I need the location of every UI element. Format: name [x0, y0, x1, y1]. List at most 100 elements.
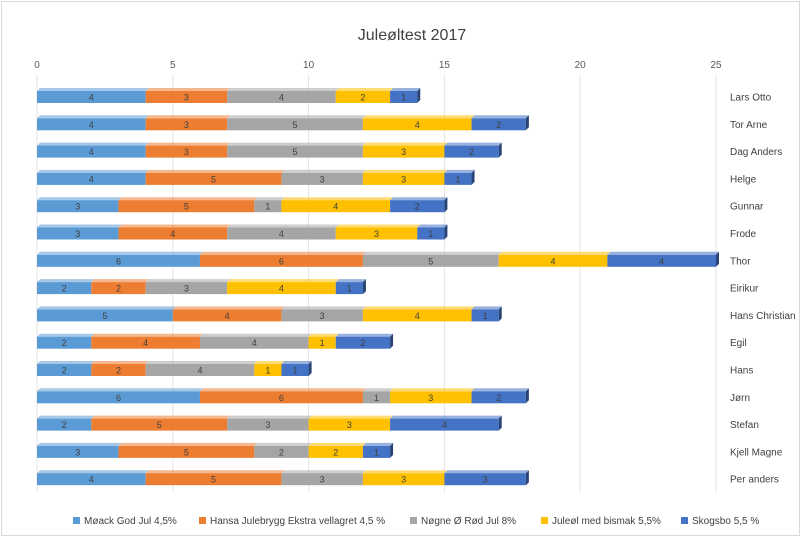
bar-value-label: 4	[659, 256, 664, 266]
x-axis-ticks: 0 5 10 15 20 25	[34, 60, 722, 71]
bar-side-face	[444, 224, 448, 240]
bar-top-face	[37, 279, 95, 283]
bar-segment	[145, 145, 228, 158]
bar-segment	[118, 200, 255, 213]
bar-top-face	[417, 224, 448, 228]
category-label: Thor	[730, 256, 751, 267]
bar-value-label: 5	[211, 475, 216, 485]
bar-top-face	[362, 115, 475, 119]
bar-top-face	[199, 333, 312, 337]
bar-value-label: 3	[75, 447, 80, 457]
bar-segment	[335, 91, 391, 103]
bar-segment	[145, 282, 228, 295]
bar-top-face	[308, 442, 366, 446]
bar-top-face	[390, 88, 421, 91]
bar-top-face	[172, 306, 285, 310]
bar-top-face	[199, 251, 366, 255]
bar-top-face	[335, 224, 421, 228]
bar-segment	[390, 418, 499, 431]
bar-value-label: 4	[89, 93, 94, 103]
bar-top-face	[37, 142, 149, 146]
bar-value-label: 1	[265, 202, 270, 212]
bar-segment	[308, 418, 391, 431]
bar-value-label: 4	[225, 311, 230, 321]
bar-top-face	[444, 142, 502, 146]
bar-top-face	[390, 388, 475, 392]
bar-top-face	[390, 197, 448, 201]
bar-value-label: 6	[279, 256, 284, 266]
bar-top-face	[145, 470, 285, 474]
legend-label: Hansa Julebrygg Ekstra vellagret 4,5 %	[210, 516, 385, 527]
bar-top-face	[498, 251, 611, 255]
bar-value-label: 3	[320, 311, 325, 321]
bar-segment	[91, 418, 228, 431]
bar-value-label: 3	[401, 147, 406, 157]
bar-value-label: 3	[184, 93, 189, 103]
bar-side-face	[525, 470, 529, 486]
bar-segment	[417, 227, 445, 240]
legend-swatch	[541, 517, 548, 524]
bar-top-face	[281, 361, 312, 364]
legend-label: Møack God Jul 4,5%	[84, 516, 177, 527]
category-label: Eirikur	[730, 284, 759, 295]
bar-segment	[227, 227, 336, 240]
bar-value-label: 5	[211, 174, 216, 184]
bar-segment	[281, 473, 363, 486]
bar-segment	[145, 172, 282, 185]
bar-top-face	[37, 306, 176, 310]
x-tick-label: 25	[710, 60, 722, 71]
bar-top-face	[471, 306, 502, 310]
bar-value-label: 2	[360, 338, 365, 348]
bar-value-label: 4	[415, 120, 420, 130]
bar-segment	[145, 473, 282, 486]
bar-value-label: 4	[197, 366, 202, 376]
bar-value-label: 4	[170, 229, 175, 239]
bar-side-face	[525, 115, 529, 131]
bar-top-face	[444, 169, 475, 173]
bar-top-face	[362, 251, 502, 255]
bar-value-label: 4	[279, 93, 284, 103]
bar-segment	[118, 227, 228, 240]
x-tick-label: 5	[170, 60, 176, 71]
category-label: Hans	[730, 366, 753, 377]
bar-value-label: 2	[360, 93, 365, 103]
bar-value-label: 4	[279, 229, 284, 239]
bar-top-face	[362, 169, 448, 173]
bar-segment	[471, 391, 526, 404]
bar-top-face	[362, 470, 448, 474]
bar-segment	[281, 364, 309, 376]
bar-top-face	[471, 388, 529, 392]
bar-top-face	[91, 415, 231, 419]
bar-value-label: 4	[89, 120, 94, 130]
x-tick-label: 0	[34, 60, 40, 71]
bar-segment	[254, 445, 309, 458]
legend-label: Juleøl med bismak 5,5%	[552, 516, 661, 527]
category-label: Hans Christian	[730, 311, 796, 322]
bar-value-label: 1	[455, 174, 460, 184]
bar-segment	[91, 282, 146, 295]
bar-segment	[37, 227, 119, 240]
category-label: Jørn	[730, 393, 750, 404]
bar-segment	[362, 391, 391, 404]
bar-top-face	[227, 415, 312, 419]
x-tick-label: 15	[439, 60, 451, 71]
category-label: Per anders	[730, 475, 779, 486]
bar-top-face	[145, 279, 231, 283]
bar-value-label: 1	[265, 366, 270, 376]
bar-value-label: 2	[333, 447, 338, 457]
bar-top-face	[335, 279, 366, 283]
bar-top-face	[227, 142, 366, 146]
bar-value-label: 1	[347, 284, 352, 294]
legend-label: Skogsbo 5,5 %	[692, 516, 759, 527]
legend-swatch	[410, 517, 417, 524]
bar-segment	[444, 473, 526, 486]
bar-value-label: 4	[89, 174, 94, 184]
bar-value-label: 6	[279, 393, 284, 403]
bar-segment	[37, 118, 146, 131]
bar-segment	[281, 172, 363, 185]
bar-top-face	[281, 306, 366, 310]
bar-side-face	[525, 388, 529, 404]
bar-top-face	[444, 470, 529, 474]
bar-top-face	[227, 224, 339, 228]
bar-top-face	[91, 333, 203, 337]
